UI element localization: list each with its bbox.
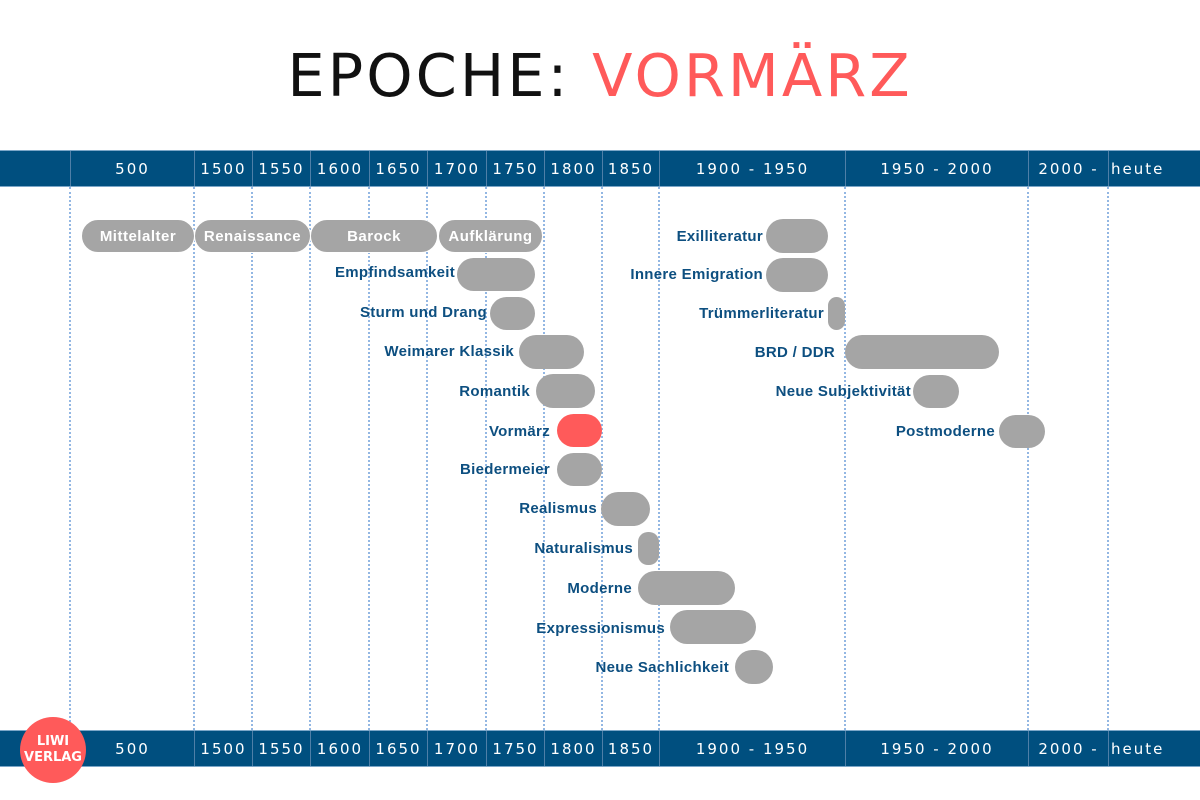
epoch-bar-aufklaerung: Aufklärung bbox=[438, 219, 543, 253]
timeline-cell: 500 bbox=[70, 731, 194, 766]
epoch-bar-romantik bbox=[536, 374, 595, 408]
epoch-bar-postmoderne bbox=[999, 415, 1045, 448]
timeline-cell: 1850 bbox=[602, 731, 659, 766]
liwi-verlag-logo: LIWI VERLAG bbox=[20, 717, 86, 783]
gridline bbox=[426, 187, 428, 730]
epoch-bar-barock: Barock bbox=[310, 219, 438, 253]
epoch-label-realismus: Realismus bbox=[519, 500, 597, 517]
epoch-bar-naturalismus bbox=[638, 532, 659, 565]
gridline bbox=[658, 187, 660, 730]
timeline-cell: 1500 bbox=[194, 151, 252, 186]
epoch-bar-biedermeier bbox=[557, 453, 602, 486]
timeline-cell: 2000 - bbox=[1028, 151, 1108, 186]
timeline-header-top: 500 1500 1550 1600 1650 1700 1750 1800 1… bbox=[0, 150, 1200, 187]
epoch-bar-weimarer-klassik bbox=[519, 335, 584, 369]
gridline bbox=[1027, 187, 1029, 730]
timeline-cell: 1600 bbox=[310, 731, 369, 766]
gridline bbox=[601, 187, 603, 730]
page-title: EPOCHE: VORMÄRZ bbox=[0, 38, 1200, 114]
timeline-cell: 1650 bbox=[369, 151, 427, 186]
timeline-cell: 1800 bbox=[544, 731, 602, 766]
epoch-bar-truemmerliteratur bbox=[828, 297, 845, 330]
timeline-cell: 1700 bbox=[427, 151, 486, 186]
gridline bbox=[368, 187, 370, 730]
epoch-label-weimarer-klassik: Weimarer Klassik bbox=[384, 343, 514, 360]
timeline-cell: heute bbox=[1108, 151, 1200, 186]
timeline-cell: 1550 bbox=[252, 151, 310, 186]
epoch-label-naturalismus: Naturalismus bbox=[534, 540, 633, 557]
epoch-label-neue-sachlichkeit: Neue Sachlichkeit bbox=[595, 659, 729, 676]
epoch-label-romantik: Romantik bbox=[459, 383, 530, 400]
epoch-bar-realismus bbox=[601, 492, 650, 526]
epoch-bar-neue-subjektivitaet bbox=[913, 375, 959, 408]
epoch-label-empfindsamkeit: Empfindsamkeit bbox=[334, 264, 455, 281]
gridline bbox=[1107, 187, 1109, 730]
epoch-bar-brd-ddr bbox=[845, 335, 999, 369]
epoch-label-innere-emigration: Innere Emigration bbox=[630, 266, 763, 283]
epoch-bar-expressionismus bbox=[670, 610, 756, 644]
epoch-bar-empfindsamkeit bbox=[457, 258, 535, 291]
epoch-label-neue-subjektivitaet: Neue Subjektivität bbox=[775, 383, 911, 400]
gridline bbox=[69, 187, 71, 730]
epoch-bar-renaissance: Renaissance bbox=[194, 219, 311, 253]
title-prefix: EPOCHE: bbox=[287, 41, 571, 110]
gridline bbox=[844, 187, 846, 730]
gridline bbox=[251, 187, 253, 730]
timeline-cell-empty bbox=[0, 151, 70, 186]
epoch-label-biedermeier: Biedermeier bbox=[459, 461, 550, 478]
timeline-cell: 1700 bbox=[427, 731, 486, 766]
timeline-cell: 1900 - 1950 bbox=[659, 731, 845, 766]
timeline-cell: 1500 bbox=[194, 731, 252, 766]
epoch-label-moderne: Moderne bbox=[567, 580, 632, 597]
timeline-cell: 1950 - 2000 bbox=[845, 151, 1028, 186]
epoch-label-postmoderne: Postmoderne bbox=[895, 423, 995, 440]
timeline-cell: 1750 bbox=[486, 731, 544, 766]
epoch-bar-moderne bbox=[638, 571, 735, 605]
title-highlight: VORMÄRZ bbox=[592, 41, 913, 110]
epoch-bar-neue-sachlichkeit bbox=[735, 650, 773, 684]
timeline-cell: 1650 bbox=[369, 731, 427, 766]
timeline-cell: 1950 - 2000 bbox=[845, 731, 1028, 766]
epoch-bar-exilliteratur bbox=[766, 219, 828, 253]
epoch-label-brd-ddr: BRD / DDR bbox=[754, 344, 835, 361]
epoch-label-expressionismus: Expressionismus bbox=[536, 620, 665, 637]
epoch-bar-innere-emigration bbox=[766, 258, 828, 292]
gridline bbox=[309, 187, 311, 730]
timeline-cell: 1550 bbox=[252, 731, 310, 766]
epoch-label-vormaerz: Vormärz bbox=[488, 423, 550, 440]
timeline-cell: 1900 - 1950 bbox=[659, 151, 845, 186]
epoch-bar-vormaerz bbox=[557, 414, 602, 447]
timeline-header-bottom: 500 1500 1550 1600 1650 1700 1750 1800 1… bbox=[0, 730, 1200, 767]
logo-line-1: LIWI bbox=[36, 734, 70, 749]
timeline-cell: heute bbox=[1108, 731, 1200, 766]
epoch-label-sturm-und-drang: Sturm und Drang bbox=[360, 304, 487, 321]
timeline-cell: 1850 bbox=[602, 151, 659, 186]
timeline-cell: 1600 bbox=[310, 151, 369, 186]
timeline-cell: 500 bbox=[70, 151, 194, 186]
gridline bbox=[193, 187, 195, 730]
timeline-cell: 1750 bbox=[486, 151, 544, 186]
gridline bbox=[543, 187, 545, 730]
epoch-bar-sturm-und-drang bbox=[490, 297, 535, 330]
gridline bbox=[485, 187, 487, 730]
timeline-cell: 2000 - bbox=[1028, 731, 1108, 766]
timeline-cell: 1800 bbox=[544, 151, 602, 186]
epoch-label-exilliteratur: Exilliteratur bbox=[676, 228, 763, 245]
epoch-bar-mittelalter: Mittelalter bbox=[81, 219, 195, 253]
logo-line-2: VERLAG bbox=[24, 750, 82, 765]
epoch-label-truemmerliteratur: Trümmerliteratur bbox=[699, 305, 824, 322]
